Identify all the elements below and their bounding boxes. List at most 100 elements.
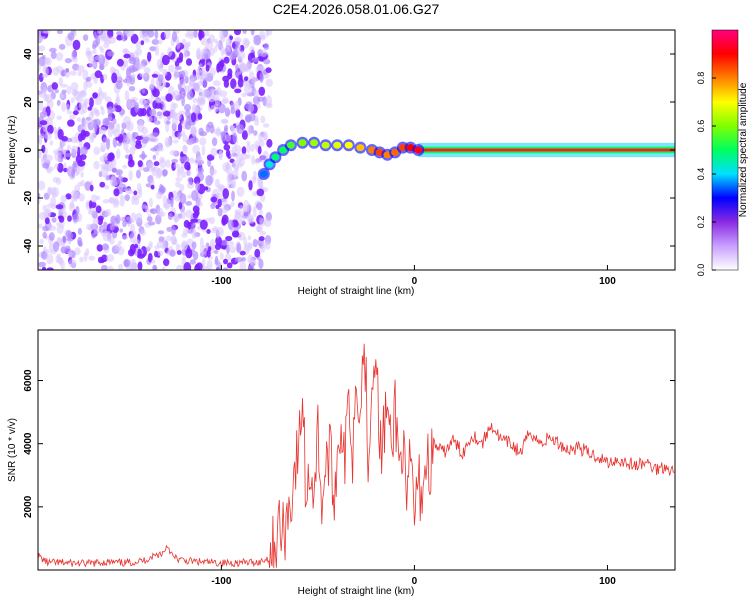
spectrogram-speckle: [152, 154, 157, 160]
spectrogram-speckle: [215, 192, 222, 200]
spectrogram-speckle: [192, 97, 198, 104]
colorbar-ticks: 0.0 0.2 0.4 0.6 0.8: [696, 72, 716, 276]
spectrogram-speckle: [149, 208, 155, 213]
spectrogram-speckle: [135, 143, 142, 149]
spectrogram-speckle: [230, 101, 235, 110]
spectrogram-speckle: [38, 149, 43, 159]
spectrogram-speckle: [156, 111, 163, 117]
spectrogram-speckle: [77, 160, 86, 167]
spectrogram-speckle: [247, 125, 252, 136]
spectrogram-speckle: [104, 208, 112, 217]
spectrogram-speckle: [221, 99, 230, 104]
spectrogram-speckle: [186, 30, 194, 36]
spectrogram-speckle: [114, 243, 122, 252]
spectrogram-speckle: [165, 93, 173, 102]
spectrogram-speckle: [75, 205, 80, 216]
spectrogram-speckle: [107, 50, 115, 57]
spectrogram-speckle: [259, 230, 267, 236]
colorbar: 0.0 0.2 0.4 0.6 0.8 Normalized spectral ampl…: [696, 29, 749, 276]
spectrogram-speckle: [38, 196, 41, 205]
spectrogram-speckle: [133, 197, 140, 206]
spectrogram-speckle: [131, 73, 136, 79]
spectrogram-speckle: [179, 156, 187, 163]
spectrogram-speckle: [241, 146, 247, 155]
spectrogram-speckle: [91, 232, 96, 239]
spectrogram-speckle: [209, 216, 216, 225]
spectrogram-speckle: [150, 259, 156, 264]
spectrogram-speckle: [215, 41, 221, 48]
spectrogram-speckle: [224, 133, 231, 142]
y-tick-label: 0: [23, 147, 34, 153]
spectrogram-speckle: [92, 218, 99, 225]
spectrogram-speckle: [65, 193, 72, 200]
spectrogram-speckle: [208, 34, 216, 43]
spectrogram-speckle: [251, 176, 257, 184]
spectrogram-speckle: [97, 35, 104, 40]
spectrogram-speckle: [84, 181, 92, 191]
spectrogram-speckle: [125, 216, 132, 222]
ridge-blob: [259, 170, 268, 178]
spectrogram-speckle: [185, 201, 193, 206]
spectrogram-speckle: [67, 110, 73, 115]
spectrogram-speckle: [186, 181, 195, 189]
spectrogram-speckle: [230, 78, 237, 89]
spectrogram-speckle: [67, 32, 75, 41]
spectrogram-speckle: [145, 183, 152, 188]
spectrogram-speckle: [231, 190, 235, 202]
spectrogram-speckle: [67, 119, 75, 127]
spectrogram-speckle: [191, 241, 197, 250]
spectrogram-speckle: [66, 165, 73, 175]
ridge-blob: [321, 141, 330, 149]
spectrogram-speckle: [109, 176, 118, 187]
spectrogram-speckle: [38, 45, 46, 52]
spectrogram-speckle: [52, 67, 60, 76]
spectrogram-speckle: [83, 100, 88, 108]
spectrogram-speckle: [130, 67, 138, 72]
spectrogram-speckle: [70, 97, 75, 104]
spectrogram-speckle: [215, 236, 223, 246]
spectrogram-speckle: [74, 247, 81, 256]
spectrogram-speckle: [235, 63, 240, 72]
spectrogram-speckle: [130, 101, 135, 108]
spectrogram-speckle: [264, 218, 272, 228]
spectrogram-speckle: [156, 240, 165, 248]
spectrogram-speckle: [199, 245, 208, 255]
spectrogram-speckle: [233, 47, 238, 57]
spectrogram-speckle: [90, 201, 97, 209]
spectrogram-speckle: [112, 127, 117, 135]
spectrogram-speckle: [179, 78, 186, 86]
spectrogram-speckle: [196, 98, 202, 107]
spectrogram-speckle: [123, 259, 131, 268]
ridge-blob: [356, 144, 365, 152]
spectrogram-speckle: [195, 182, 200, 192]
spectrogram-speckle: [189, 157, 195, 164]
spectrogram-speckle: [229, 246, 236, 254]
spectrogram-speckle: [170, 196, 174, 208]
spectrogram-speckle: [217, 198, 222, 208]
spectrogram-speckle: [59, 93, 65, 99]
spectrogram-speckle: [39, 120, 48, 126]
spectrogram-speckle: [223, 56, 230, 64]
spectrogram-speckle: [137, 121, 145, 133]
spectrogram-speckle: [245, 101, 253, 111]
spectrogram-speckle: [107, 265, 114, 270]
spectrogram-speckle: [92, 43, 97, 50]
spectrogram-speckle: [235, 41, 241, 46]
spectrogram-speckle: [171, 31, 178, 42]
spectrogram-speckle: [115, 214, 121, 225]
spectrogram-speckle: [56, 115, 62, 121]
spectrogram-speckle: [150, 147, 158, 152]
spectrogram-speckle: [246, 143, 251, 154]
spectrogram-speckle: [162, 203, 171, 209]
spectrogram-speckle: [58, 215, 65, 223]
spectrogram-speckle: [213, 249, 219, 254]
spectrogram-speckle: [180, 170, 187, 179]
spectrogram-speckle: [147, 116, 153, 123]
spectrogram-speckle: [94, 70, 103, 79]
spectrogram-speckle: [38, 102, 44, 111]
spectrogram-speckle: [80, 129, 87, 141]
spectrogram-speckle: [154, 45, 160, 56]
spectrogram-speckle: [234, 256, 243, 263]
spectrogram-speckle: [242, 30, 247, 34]
spectrogram-speckle: [107, 152, 114, 162]
